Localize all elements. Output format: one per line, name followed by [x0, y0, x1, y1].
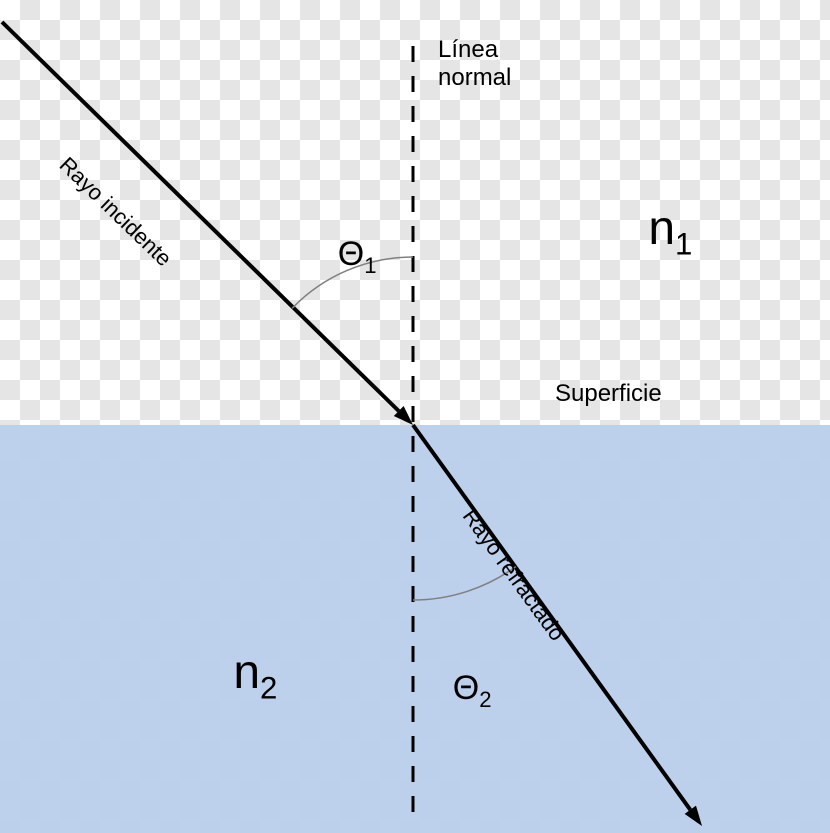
theta1-sub: 1 [364, 253, 376, 278]
label-theta1: Θ1 [300, 196, 377, 317]
theta2-sub: 2 [479, 687, 491, 712]
theta1-base: Θ [338, 235, 364, 273]
label-theta2: Θ2 [415, 630, 492, 751]
n1-base: n [648, 202, 675, 255]
label-n1: n1 [595, 146, 692, 318]
label-surface: Superficie [555, 380, 662, 408]
theta2-base: Θ [453, 669, 479, 707]
n2-base: n [233, 646, 260, 699]
medium2-rect [0, 425, 830, 833]
refraction-diagram: Línea normal Rayo incidente Rayo refract… [0, 0, 830, 833]
label-normal: Línea normal [438, 36, 511, 91]
n1-sub: 1 [675, 227, 692, 262]
n2-sub: 2 [260, 671, 277, 706]
label-n2: n2 [180, 590, 277, 762]
